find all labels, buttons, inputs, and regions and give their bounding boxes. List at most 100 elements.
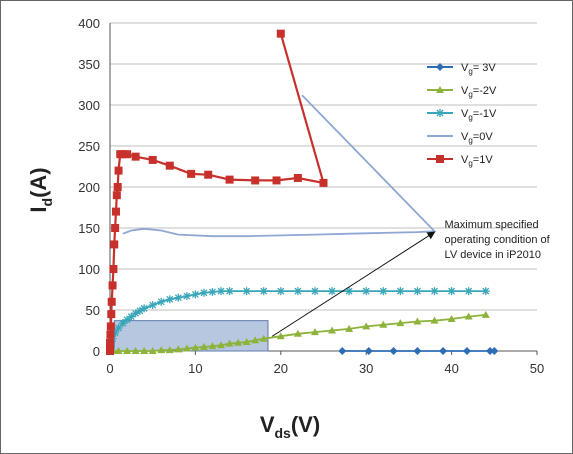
data-point-stroke [431,287,438,295]
data-point [157,297,166,306]
data-point [225,287,234,296]
data-point [113,183,122,191]
data-point [140,347,149,354]
data-point [413,317,422,325]
data-point [272,176,281,185]
data-point [114,166,123,175]
data-point [199,342,208,350]
data-point [242,337,251,345]
annotation-text: Maximum specified [445,219,539,231]
data-point-stroke [448,287,456,295]
data-point [328,287,337,296]
y-tick-label: 150 [78,221,100,236]
series-4 [106,29,328,355]
data-point [140,304,149,313]
data-point [234,338,243,346]
data-point [293,173,302,182]
annotation-text: operating condition of [445,234,551,246]
data-point [276,287,285,296]
data-point-stroke [166,295,174,303]
data-point [118,150,127,159]
data-point [217,341,226,349]
data-point [123,315,132,324]
data-point [127,312,136,321]
data-point-stroke [294,287,302,295]
legend-label: Vg=1V [461,154,493,168]
data-point [447,315,456,323]
legend-label: Vg=0V [461,131,493,145]
series-group [106,29,499,355]
y-tick-label: 100 [78,262,100,277]
data-point [165,346,174,354]
x-tick-label: 30 [359,361,373,376]
data-point [396,319,405,327]
series-line [122,94,437,238]
legend: Vg= 3V Vg=-2V Vg=-1V Vg=0V Vg=1V [427,62,497,168]
data-point-stroke [157,298,165,306]
data-point [148,347,157,354]
data-point [362,322,371,330]
series-1 [109,310,490,354]
y-tick-label: 400 [78,16,100,31]
x-tick-label: 20 [274,361,288,376]
y-tick-label: 200 [78,180,100,195]
data-point [413,347,422,355]
axis-titles: Vds(V) Id(A) [26,167,320,441]
data-point [462,347,471,355]
data-point [208,342,217,350]
data-point [217,287,226,296]
data-point [165,295,174,304]
data-point [123,150,132,159]
highlight-region [113,320,269,352]
data-point [204,170,213,179]
data-point [310,287,319,296]
data-point [293,287,302,296]
data-point [106,330,115,339]
data-point [112,191,121,200]
data-point [111,224,120,232]
x-axis-title: Vds(V) [260,412,320,441]
data-point [276,29,285,38]
data-point-stroke [217,287,225,295]
data-point [106,338,114,347]
data-point-stroke [311,287,319,295]
data-point [251,336,260,344]
data-point [259,334,268,342]
y-tick-label: 350 [78,57,100,72]
data-point-stroke [123,316,131,324]
data-point [106,322,115,331]
data-point-stroke [119,319,127,327]
data-point [123,347,132,354]
data-point [251,176,260,185]
data-point [165,161,174,170]
data-point [436,155,444,163]
data-point-stroke [191,290,199,298]
data-point [345,324,354,332]
data-point [338,347,347,355]
data-point-stroke [436,109,444,117]
annotation-text: LV device in iP2010 [445,249,541,261]
y-tick-label: 250 [78,139,100,154]
data-point [225,175,234,184]
annotation-arrow [271,231,436,337]
data-point [191,290,200,299]
data-point [191,343,200,351]
data-point-stroke [209,288,216,296]
data-point [362,287,371,296]
data-point-stroke [482,287,490,295]
axes: 0 50 100 150 200 250 300 350 400 0 10 20 30 40 50 [78,16,544,376]
data-point [182,292,191,301]
data-point [157,346,166,354]
data-point [107,310,116,319]
data-point [447,287,456,296]
data-point [319,178,328,187]
data-point [389,347,398,355]
data-point-stroke [260,287,268,295]
data-point-stroke [379,287,387,295]
annotation: Maximum specified operating condition of L… [271,219,551,337]
data-point [436,109,444,117]
data-point [430,287,439,296]
data-point [430,316,439,324]
y-axis-title: Id(A) [26,167,55,212]
x-tick-label: 40 [444,361,458,376]
